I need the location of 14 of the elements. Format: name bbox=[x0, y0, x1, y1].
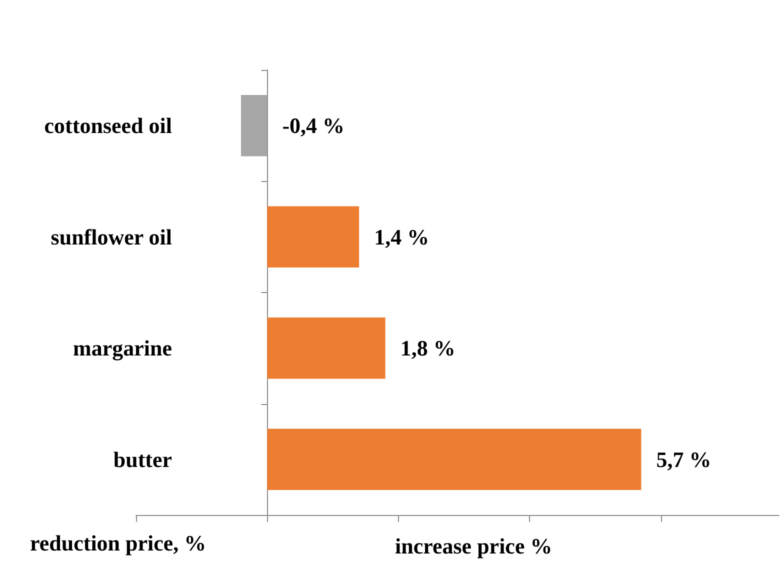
y-tick-label: margarine bbox=[73, 336, 172, 361]
bar bbox=[240, 95, 268, 156]
data-label: 5,7 % bbox=[656, 446, 712, 472]
data-label: 1,8 % bbox=[400, 336, 456, 361]
y-tick-label: butter bbox=[113, 446, 172, 472]
bar bbox=[267, 318, 386, 379]
y-tick-label: cottonseed oil bbox=[44, 113, 172, 138]
bar bbox=[267, 206, 360, 268]
x-axis-title: increase price % bbox=[395, 534, 552, 558]
data-label: -0,4 % bbox=[282, 113, 345, 138]
bar bbox=[267, 428, 642, 490]
text: reduction price, % bbox=[30, 530, 206, 556]
data-label: 1,4 % bbox=[374, 224, 430, 250]
y-tick-label: sunflower oil bbox=[50, 224, 172, 250]
